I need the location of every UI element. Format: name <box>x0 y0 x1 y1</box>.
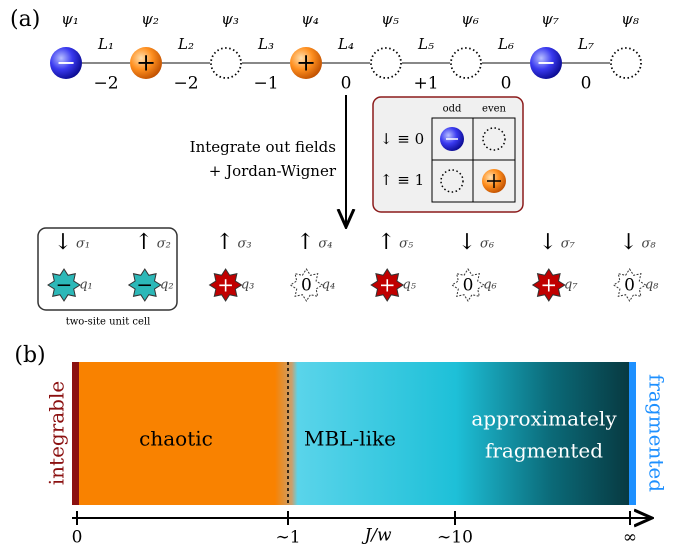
charge-name: q₇ <box>564 278 578 293</box>
charge-name: q₂ <box>160 278 174 293</box>
legend-row: ↓ ≡ 0 <box>380 130 424 148</box>
site-empty <box>211 48 241 78</box>
spin-name: σ₅ <box>399 237 414 252</box>
axis-label: J/w <box>361 526 392 546</box>
charge-sign: 0 <box>624 276 635 296</box>
region-label: chaotic <box>139 427 213 451</box>
link-name: L₄ <box>337 35 354 53</box>
legend-column: odd <box>443 104 462 115</box>
link-value: −2 <box>173 74 198 94</box>
region-label: approximately <box>471 407 617 431</box>
spin-arrow: ↓ <box>539 230 557 255</box>
spin-arrow: ↓ <box>619 230 637 255</box>
region-label: MBL-like <box>304 427 396 451</box>
diagram: (a) Integrate out fields + Jordan-Wigner… <box>10 7 669 548</box>
charge-sign: 0 <box>463 276 474 296</box>
integrable-strip <box>72 362 79 505</box>
link-name: L₇ <box>577 35 594 53</box>
edge-label: integrable <box>45 381 69 485</box>
spin-arrow: ↑ <box>135 230 153 255</box>
charge-sign: − <box>56 273 73 297</box>
charge-name: q₁ <box>79 278 93 293</box>
site-charge: − <box>536 49 556 77</box>
site-name: ψ₁ <box>61 10 79 28</box>
spin-name: σ₂ <box>157 237 171 252</box>
charge-name: q₃ <box>241 278 255 293</box>
charge-name: q₅ <box>402 278 416 293</box>
link-name: L₅ <box>417 35 434 53</box>
axis-tick-label: 0 <box>72 528 83 548</box>
transform-text: Integrate out fields <box>190 138 336 156</box>
site-charge: + <box>296 49 316 77</box>
unit-cell-label: two-site unit cell <box>66 317 151 328</box>
site-name: ψ₃ <box>221 10 239 28</box>
legend-column: even <box>482 104 506 115</box>
charge-sign: + <box>217 273 234 297</box>
figure: (a) Integrate out fields + Jordan-Wigner… <box>0 0 679 548</box>
link-name: L₃ <box>257 35 274 53</box>
site-name: ψ₇ <box>541 10 559 28</box>
site-name: ψ₈ <box>621 10 639 28</box>
site-name: ψ₆ <box>461 10 479 28</box>
spin-name: σ₃ <box>238 237 252 252</box>
panel-label: (a) <box>10 7 40 32</box>
legend-row: ↑ ≡ 1 <box>380 171 424 189</box>
spin-arrow: ↑ <box>296 230 314 255</box>
site-name: ψ₂ <box>141 10 159 28</box>
site-charge: + <box>136 49 156 77</box>
charge-sign: 0 <box>301 276 312 296</box>
site-empty <box>371 48 401 78</box>
site-name: ψ₄ <box>301 10 319 28</box>
axis-tick-label: ∼10 <box>437 528 473 548</box>
spin-arrow: ↓ <box>54 230 72 255</box>
link-value: 0 <box>581 74 592 94</box>
spin-name: σ₇ <box>561 237 576 252</box>
site-charge: − <box>56 49 76 77</box>
link-value: −2 <box>93 74 118 94</box>
region-label: fragmented <box>485 439 603 463</box>
charge-name: q₄ <box>322 278 336 293</box>
transform-text: + Jordan-Wigner <box>209 162 337 180</box>
link-name: L₁ <box>97 35 114 53</box>
spin-name: σ₄ <box>318 237 332 252</box>
spin-arrow: ↓ <box>458 230 476 255</box>
spin-name: σ₆ <box>480 237 494 252</box>
fragmented-strip <box>629 362 636 505</box>
link-value: −1 <box>253 74 278 94</box>
spin-name: σ₁ <box>76 237 90 252</box>
charge-sign: + <box>379 273 396 297</box>
axis-tick-label: ∞ <box>623 528 637 548</box>
site-empty <box>611 48 641 78</box>
charge-name: q₆ <box>483 278 497 293</box>
charge-name: q₈ <box>645 278 659 293</box>
axis-tick-label: ∼1 <box>275 528 300 548</box>
panel-label: (b) <box>14 343 45 368</box>
edge-label: fragmented <box>645 374 669 492</box>
link-name: L₂ <box>177 35 194 53</box>
charge-sign: + <box>540 273 557 297</box>
site-name: ψ₅ <box>381 10 399 28</box>
link-value: 0 <box>501 74 512 94</box>
link-value: 0 <box>341 74 352 94</box>
site-empty <box>451 48 481 78</box>
spin-arrow: ↑ <box>215 230 233 255</box>
spin-name: σ₈ <box>642 237 657 252</box>
link-name: L₆ <box>497 35 514 53</box>
link-value: +1 <box>413 74 438 94</box>
spin-arrow: ↑ <box>377 230 395 255</box>
charge-sign: − <box>136 273 153 297</box>
